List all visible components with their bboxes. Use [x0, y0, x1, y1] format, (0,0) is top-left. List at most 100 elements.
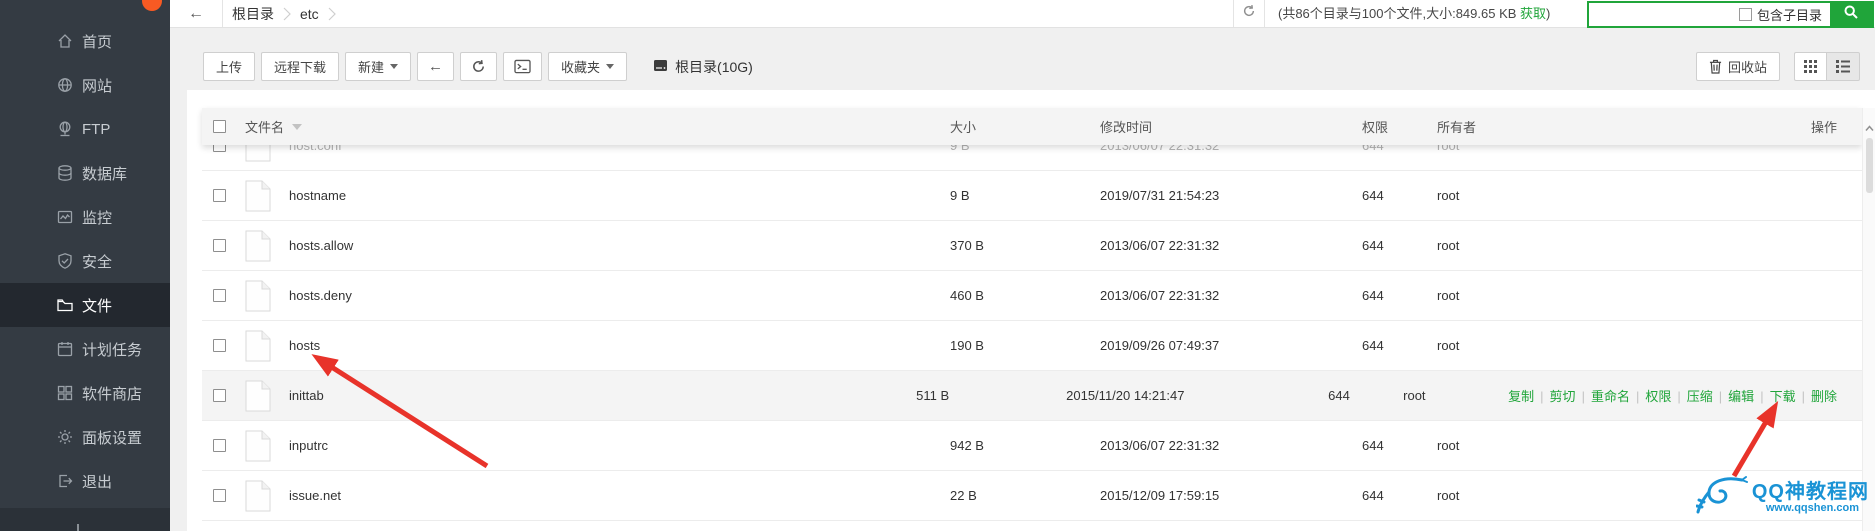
action-separator: | [1635, 389, 1640, 404]
breadcrumb-current[interactable]: etc [300, 5, 319, 22]
back-arrow-icon: ← [428, 58, 444, 75]
action-download[interactable]: 下载 [1769, 389, 1796, 404]
refresh-button[interactable] [460, 52, 498, 81]
file-mtime: 2013/06/07 22:31:32 [1100, 288, 1220, 303]
action-permission[interactable]: 权限 [1645, 389, 1672, 404]
table-row[interactable]: host.conf 9 B 2013/06/07 22:31:32 644 ro… [202, 145, 1862, 171]
table-row[interactable]: hosts 190 B 2019/09/26 07:49:37 644 root [202, 321, 1862, 371]
sort-caret-icon[interactable] [292, 123, 303, 130]
sidebar-item-ftp[interactable]: FTP [0, 107, 170, 151]
file-owner: root [1437, 288, 1460, 303]
action-separator: | [1540, 389, 1544, 404]
favorites-dropdown-button[interactable]: 收藏夹 [548, 52, 628, 81]
file-name[interactable]: hostname [289, 188, 347, 203]
file-list: host.conf 9 B 2013/06/07 22:31:32 644 ro… [202, 145, 1862, 531]
breadcrumb-root[interactable]: 根目录 [232, 5, 274, 22]
grid-view-button[interactable] [1794, 52, 1826, 81]
file-owner: root [1437, 145, 1460, 153]
file-owner: root [1437, 338, 1460, 353]
header-action: 操作 [1810, 120, 1837, 135]
table-row[interactable]: hostname 9 B 2019/07/31 21:54:23 644 roo… [202, 171, 1862, 221]
header-perm[interactable]: 权限 [1362, 120, 1389, 135]
upload-button[interactable]: 上传 [203, 52, 256, 81]
vertical-scrollbar[interactable] [1862, 108, 1875, 531]
row-checkbox[interactable] [213, 339, 226, 352]
header-size[interactable]: 大小 [950, 120, 977, 135]
sidebar-item-label: 安全 [82, 253, 113, 271]
file-name[interactable]: inputrc [289, 438, 329, 453]
scrollbar-thumb[interactable] [1866, 138, 1873, 193]
file-name[interactable]: hosts.allow [289, 238, 354, 253]
path-bar: ← 根目录 etc (共86个目录与100个文件,大小:849.65 KB 获取… [170, 0, 1875, 28]
back-arrow-button[interactable]: ← [170, 0, 223, 27]
file-mtime: 2013/06/07 22:31:32 [1100, 438, 1220, 453]
header-owner[interactable]: 所有者 [1437, 120, 1477, 135]
action-delete[interactable]: 删除 [1810, 389, 1837, 404]
sidebar-item-security[interactable]: 安全 [0, 239, 170, 283]
sidebar-item-database[interactable]: 数据库 [0, 151, 170, 195]
action-cut[interactable]: 剪切 [1549, 389, 1576, 404]
action-separator: | [1801, 389, 1805, 404]
sidebar-item-monitor[interactable]: 监控 [0, 195, 170, 239]
toolbar-right: 回收站 [1695, 52, 1860, 81]
file-icon [245, 330, 271, 361]
sidebar-item-logout[interactable]: 退出 [0, 459, 170, 503]
watermark-url: www.qqshen.com [1765, 502, 1859, 514]
row-checkbox[interactable] [213, 439, 226, 452]
action-rename[interactable]: 重命名 [1590, 389, 1630, 404]
sidebar-item-files[interactable]: 文件 [0, 283, 170, 327]
sidebar-item-cron[interactable]: 计划任务 [0, 327, 170, 371]
new-dropdown-button[interactable]: 新建 [345, 52, 412, 81]
sidebar-item-appstore[interactable]: 软件商店 [0, 371, 170, 415]
file-name[interactable]: inittab [289, 388, 324, 403]
refresh-icon [1242, 4, 1256, 23]
terminal-button[interactable] [503, 52, 543, 81]
file-name[interactable]: host.conf [289, 145, 342, 153]
sidebar: 首页 网站 FTP 数据库 监控 安全 [0, 0, 170, 531]
recycle-bin-button[interactable]: 回收站 [1695, 52, 1780, 81]
upload-label: 上传 [216, 60, 243, 75]
sidebar-item-home[interactable]: 首页 [0, 19, 170, 63]
action-edit[interactable]: 编辑 [1728, 389, 1755, 404]
select-all-checkbox[interactable] [213, 120, 226, 133]
sidebar-item-settings[interactable]: 面板设置 [0, 415, 170, 459]
header-filename[interactable]: 文件名 [245, 120, 285, 135]
row-checkbox[interactable] [213, 489, 226, 502]
grid-view-icon [1804, 60, 1817, 73]
globe-icon [56, 76, 74, 94]
action-compress[interactable]: 压缩 [1686, 389, 1713, 404]
table-row[interactable]: inittab 511 B 2015/11/20 14:21:47 644 ro… [202, 371, 1862, 421]
sidebar-item-label: 文件 [82, 297, 113, 315]
list-view-button[interactable] [1826, 52, 1860, 81]
row-checkbox[interactable] [213, 145, 226, 152]
stats-get-link[interactable]: 获取 [1520, 6, 1547, 21]
table-row[interactable]: hosts.allow 370 B 2013/06/07 22:31:32 64… [202, 221, 1862, 271]
search-input[interactable] [1589, 4, 1739, 25]
back-button[interactable]: ← [417, 52, 455, 81]
file-name[interactable]: hosts [289, 338, 321, 353]
row-checkbox[interactable] [213, 239, 226, 252]
include-subdir-checkbox[interactable] [1738, 8, 1752, 21]
disk-root-selector[interactable]: 根目录(10G) [653, 57, 753, 77]
app-grid-icon [56, 384, 74, 402]
table-row[interactable]: hosts.deny 460 B 2013/06/07 22:31:32 644… [202, 271, 1862, 321]
row-checkbox[interactable] [213, 189, 226, 202]
file-name[interactable]: hosts.deny [289, 288, 352, 303]
header-mtime[interactable]: 修改时间 [1100, 120, 1153, 135]
file-icon [245, 145, 271, 161]
refresh-path-button[interactable] [1233, 0, 1265, 27]
file-name[interactable]: issue.net [289, 488, 342, 503]
row-checkbox[interactable] [213, 289, 226, 302]
table-row[interactable]: issue.net 22 B 2015/12/09 17:59:15 644 r… [202, 471, 1862, 521]
remote-download-button[interactable]: 远程下载 [261, 52, 340, 81]
action-copy[interactable]: 复制 [1508, 389, 1535, 404]
calendar-icon [56, 340, 74, 358]
sidebar-item-website[interactable]: 网站 [0, 63, 170, 107]
table-row[interactable]: inputrc 942 B 2013/06/07 22:31:32 644 ro… [202, 421, 1862, 471]
recycle-bin-label: 回收站 [1727, 60, 1767, 75]
row-checkbox[interactable] [213, 389, 226, 402]
search-box: 包含子目录 [1587, 1, 1874, 28]
scroll-up-icon[interactable] [1865, 120, 1874, 131]
search-button[interactable] [1830, 3, 1872, 26]
